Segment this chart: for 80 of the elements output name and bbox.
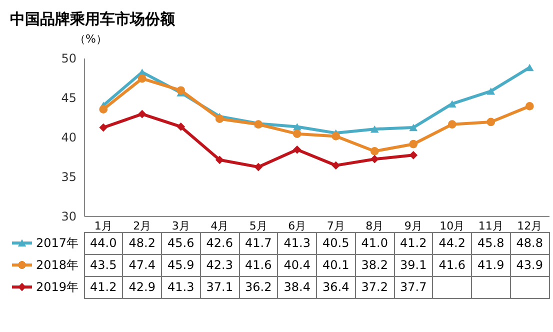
y-tick-label: 45 <box>61 91 76 105</box>
y-axis-title: （%） <box>74 32 107 46</box>
data-label: 48.2 <box>128 236 156 250</box>
data-label: 41.6 <box>245 258 272 272</box>
data-label: 37.1 <box>206 280 233 294</box>
y-tick-label: 35 <box>61 170 76 184</box>
data-label: 38.4 <box>284 280 310 294</box>
point <box>99 105 108 114</box>
x-tick-label: 12月 <box>517 220 542 232</box>
x-tick-label: 8月 <box>366 220 384 232</box>
point <box>176 86 186 95</box>
x-tick-label: 3月 <box>172 220 190 232</box>
data-label: 45.9 <box>168 258 194 272</box>
chart-title: 中国品牌乘用车市场份额 <box>10 10 176 28</box>
legend-label: 2019年 <box>36 280 78 294</box>
point <box>332 161 340 170</box>
data-label: 36.4 <box>322 280 350 294</box>
y-tick-label: 30 <box>61 210 76 224</box>
data-label: 45.6 <box>168 236 194 250</box>
x-tick-label: 9月 <box>404 220 422 232</box>
point <box>409 140 418 148</box>
y-tick-label: 50 <box>61 52 76 66</box>
legend-label: 2017年 <box>36 236 78 250</box>
point <box>332 132 340 140</box>
point <box>215 114 224 124</box>
x-tick-label: 7月 <box>326 220 345 232</box>
data-label: 38.2 <box>361 258 388 272</box>
x-tick-label: 2月 <box>133 220 152 232</box>
data-label: 42.3 <box>206 258 233 272</box>
data-label: 41.2 <box>400 236 427 250</box>
data-label: 44.0 <box>90 236 117 250</box>
data-label: 41.7 <box>245 236 272 250</box>
data-label: 48.8 <box>516 236 543 250</box>
point <box>215 156 224 164</box>
point <box>448 120 456 129</box>
y-tick-label: 40 <box>61 130 76 144</box>
point <box>486 88 496 95</box>
point <box>486 118 496 126</box>
data-label: 47.4 <box>128 258 156 272</box>
data-label: 43.9 <box>516 258 543 272</box>
point <box>370 154 379 164</box>
legend-label: 2018年 <box>36 258 78 272</box>
data-label: 40.4 <box>284 258 310 272</box>
data-label: 45.8 <box>478 236 504 250</box>
x-tick-label: 4月 <box>210 220 229 232</box>
point <box>370 147 379 156</box>
data-label: 36.2 <box>245 280 272 294</box>
point <box>138 74 146 83</box>
x-tick-label: 6月 <box>288 220 306 232</box>
point <box>292 123 302 130</box>
point <box>99 123 108 132</box>
data-label: 41.2 <box>90 280 117 294</box>
data-label: 44.2 <box>438 236 466 250</box>
point <box>525 64 534 72</box>
data-label: 39.1 <box>400 258 427 272</box>
data-label: 42.9 <box>128 280 156 294</box>
data-label: 43.5 <box>90 258 117 272</box>
point <box>292 145 302 154</box>
data-label: 37.2 <box>361 280 388 294</box>
data-label: 41.3 <box>168 280 194 294</box>
point <box>292 130 302 138</box>
x-tick-label: 5月 <box>249 220 268 232</box>
x-tick-label: 11月 <box>478 220 504 232</box>
x-tick-label: 10月 <box>440 220 465 232</box>
data-label: 37.7 <box>400 280 427 294</box>
point <box>138 110 146 118</box>
data-label: 41.0 <box>361 236 388 250</box>
data-label: 40.1 <box>322 258 350 272</box>
data-label: 41.9 <box>478 258 504 272</box>
x-tick-label: 1月 <box>94 220 112 232</box>
point <box>254 162 263 172</box>
data-label: 41.3 <box>284 236 310 250</box>
point <box>409 124 418 132</box>
data-label: 42.6 <box>206 236 233 250</box>
point <box>525 102 534 110</box>
data-label: 41.6 <box>438 258 466 272</box>
data-label: 40.5 <box>322 236 350 250</box>
point <box>176 122 186 131</box>
point <box>409 150 418 160</box>
point <box>370 125 379 133</box>
